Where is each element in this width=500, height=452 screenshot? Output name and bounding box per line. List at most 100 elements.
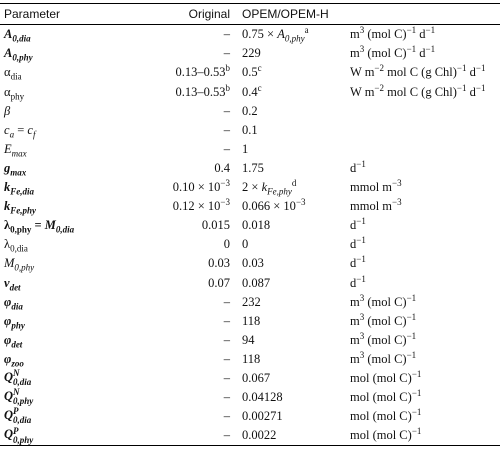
cell-text: φ (4, 332, 12, 347)
cell-piece: m3 (350, 331, 364, 347)
superscript: 3 (359, 44, 365, 55)
cell-text: E (4, 141, 12, 156)
cell-piece: – (224, 46, 230, 60)
table-cell: d−1 (346, 235, 500, 254)
cell-text: = (31, 218, 45, 233)
script-stack: N 0,phy (13, 388, 33, 406)
superscript: −1 (406, 330, 417, 341)
cell-text: g (4, 160, 11, 175)
cell-text: φ (4, 313, 12, 328)
cell-piece: 2 × (242, 180, 262, 194)
cell-piece: 0.2 (242, 104, 258, 118)
cell-text: 0.07 (208, 275, 230, 290)
cell-piece: νdet (4, 275, 21, 291)
cell-piece: 0.4c (242, 83, 262, 99)
cell-text: (mol C) (364, 294, 407, 309)
cell-piece: m3 (350, 44, 365, 61)
table-cell: m3 (mol C)−1 d−1 (346, 44, 500, 63)
table-cell: kFe,phy (0, 197, 136, 216)
table-cell: – (136, 140, 234, 159)
table-cell: 0.4c (234, 82, 346, 101)
superscript: N (13, 368, 20, 379)
header-cell (346, 3, 500, 25)
cell-piece: M0,dia (45, 218, 74, 234)
table-cell: φzoo (0, 350, 136, 369)
cell-piece: – (224, 352, 230, 366)
table-cell: αphy (0, 82, 136, 101)
superscript: −1 (425, 44, 436, 55)
cell-piece: cf (27, 122, 36, 140)
cell-text: m (350, 351, 360, 366)
cell-text: c (4, 122, 10, 137)
cell-text: 232 (242, 294, 261, 309)
cell-text: k (4, 199, 11, 214)
table-cell: d−1 (346, 216, 500, 235)
cell-text: – (223, 103, 230, 118)
cell-piece: β (4, 104, 10, 118)
table-cell: d−1 (346, 254, 500, 273)
superscript: −3 (392, 177, 402, 188)
subscript: 0,dia (13, 415, 32, 426)
table-cell: 0.067 (234, 369, 346, 388)
superscript: d (291, 177, 297, 188)
cell-piece: (mol C)−1 (364, 25, 417, 41)
subscript: phy (10, 91, 25, 102)
cell-piece: 0.75 × (242, 27, 277, 41)
table-cell: A0,dia (0, 25, 136, 45)
table-cell: mol (mol C)−1 (346, 407, 500, 426)
cell-text: mol (mol C) (350, 409, 412, 424)
cell-piece: mol C (g Chl)−1 (384, 64, 466, 79)
cell-text: 0.0022 (242, 428, 277, 443)
table-cell: 0 (136, 235, 234, 254)
cell-text: Q (4, 389, 14, 404)
cell-piece: 0.03 (208, 256, 230, 270)
cell-text: 0.04128 (242, 390, 283, 405)
superscript: a (304, 25, 309, 36)
superscript: −1 (406, 44, 417, 55)
cell-text: mol (mol C) (350, 428, 412, 443)
cell-piece: d−1 (416, 44, 436, 60)
cell-text: A (4, 46, 13, 61)
cell-piece: 1.75 (242, 161, 264, 175)
cell-piece: Q N 0,dia (4, 368, 31, 387)
superscript: P (13, 425, 19, 436)
cell-text: λ (4, 237, 11, 252)
subscript: Fe,dia (10, 186, 34, 197)
cell-text: 0 (242, 237, 249, 252)
cell-text: d (350, 275, 357, 290)
superscript: −1 (475, 82, 486, 93)
cell-text: 0.12 × 10 (172, 199, 221, 214)
table-cell: – (136, 388, 234, 407)
cell-piece: mol (mol C)−1 (350, 388, 421, 404)
table-cell: Q P 0,phy (0, 425, 136, 447)
subscript: 0,phy (10, 224, 32, 235)
cell-piece: 0.13–0.53b (176, 83, 231, 99)
table-cell: A0,phy (0, 44, 136, 63)
table-row: φdet –94 m3 (mol C)−1 (0, 331, 500, 350)
cell-text: m (350, 46, 360, 61)
table-cell: d−1 (346, 273, 500, 292)
table-row: Q N 0,dia –0.067 mol (mol C)−1 (0, 369, 500, 388)
table-cell: 0.07 (136, 273, 234, 292)
cell-text: d (350, 218, 357, 233)
table-cell: 0.00271 (234, 407, 346, 426)
cell-text: 94 (242, 332, 255, 347)
script-stack: P 0,phy (13, 425, 33, 445)
table-cell: m3 (mol C)−1 (346, 292, 500, 311)
cell-piece: = (31, 218, 44, 232)
cell-text: (mol C) (364, 46, 407, 61)
subscript: f (32, 129, 36, 140)
superscript: −1 (406, 25, 417, 36)
cell-piece: φdet (4, 332, 23, 350)
subscript: det (11, 339, 23, 350)
table-cell: m3 (mol C)−1 (346, 311, 500, 330)
table-cell: 94 (234, 331, 346, 350)
cell-text: (mol C) (364, 351, 407, 366)
cell-text: c (27, 122, 33, 137)
superscript: −1 (406, 311, 417, 322)
cell-piece: – (224, 390, 230, 404)
cell-text: ν (4, 275, 10, 290)
cell-piece: 1 (242, 142, 248, 156)
cell-text: d (466, 84, 476, 99)
